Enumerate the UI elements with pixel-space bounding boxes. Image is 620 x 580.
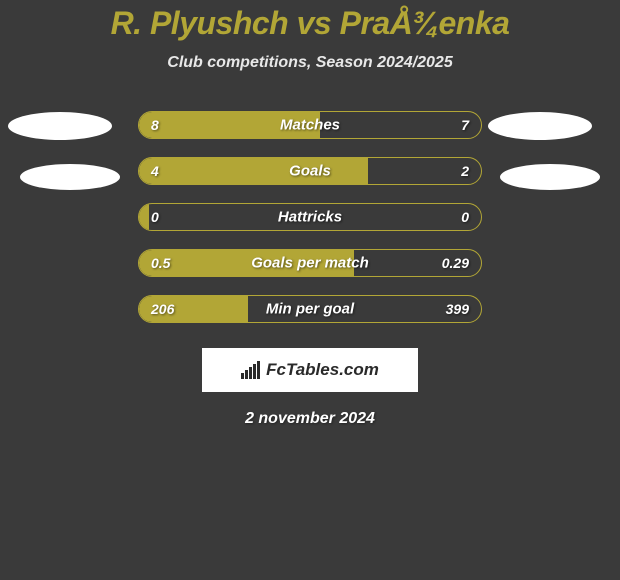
page-title: R. Plyushch vs PraÅ¾enka xyxy=(0,5,620,42)
stat-left-value: 8 xyxy=(151,117,159,133)
date-label: 2 november 2024 xyxy=(0,410,620,428)
stat-row: 0.5 Goals per match 0.29 xyxy=(0,240,620,286)
stat-row: 4 Goals 2 xyxy=(0,148,620,194)
stat-label: Matches xyxy=(280,117,340,134)
stat-label: Goals per match xyxy=(251,255,369,272)
stat-label: Goals xyxy=(289,163,331,180)
stat-left-value: 0 xyxy=(151,209,159,225)
stat-left-value: 0.5 xyxy=(151,255,170,271)
stat-row: 8 Matches 7 xyxy=(0,102,620,148)
chart-icon xyxy=(241,361,260,379)
stat-bar-fill xyxy=(139,204,149,230)
stat-right-value: 0 xyxy=(461,209,469,225)
stat-row: 206 Min per goal 399 xyxy=(0,286,620,332)
stat-left-value: 206 xyxy=(151,301,174,317)
stat-right-value: 0.29 xyxy=(442,255,469,271)
stat-label: Min per goal xyxy=(266,301,354,318)
stat-label: Hattricks xyxy=(278,209,342,226)
stats-chart: 8 Matches 7 4 Goals 2 0 Hattricks 0 0.5 Goals per … xyxy=(0,102,620,332)
brand-badge[interactable]: FcTables.com xyxy=(202,348,418,392)
subtitle: Club competitions, Season 2024/2025 xyxy=(0,54,620,72)
stat-row: 0 Hattricks 0 xyxy=(0,194,620,240)
stat-right-value: 7 xyxy=(461,117,469,133)
stat-bar: 206 Min per goal 399 xyxy=(138,295,482,323)
stat-bar-fill xyxy=(139,158,368,184)
stat-right-value: 2 xyxy=(461,163,469,179)
stat-left-value: 4 xyxy=(151,163,159,179)
stat-bar: 0 Hattricks 0 xyxy=(138,203,482,231)
stat-bar: 0.5 Goals per match 0.29 xyxy=(138,249,482,277)
stat-bar: 4 Goals 2 xyxy=(138,157,482,185)
brand-label: FcTables.com xyxy=(266,360,379,380)
stat-right-value: 399 xyxy=(446,301,469,317)
stat-bar: 8 Matches 7 xyxy=(138,111,482,139)
comparison-card: R. Plyushch vs PraÅ¾enka Club competitio… xyxy=(0,0,620,428)
